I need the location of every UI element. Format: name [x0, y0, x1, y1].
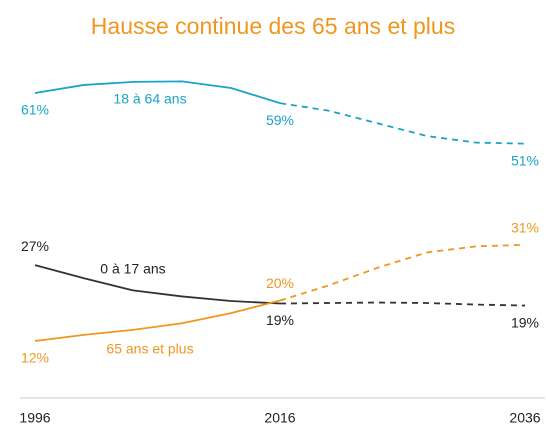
data-label: 31%	[511, 220, 539, 236]
x-tick-label: 1996	[19, 410, 50, 426]
series-label: 65 ans et plus	[106, 341, 193, 357]
data-label: 27%	[21, 238, 49, 254]
data-label: 59%	[266, 112, 294, 128]
line-projection	[279, 243, 526, 302]
data-label: 61%	[21, 102, 49, 118]
data-label: 19%	[266, 312, 294, 328]
series-label: 18 à 64 ans	[113, 91, 186, 107]
data-label: 51%	[511, 152, 539, 168]
x-tick-label: 2016	[264, 410, 295, 426]
line-projection	[279, 102, 526, 145]
chart-title: Hausse continue des 65 ans et plus	[91, 13, 455, 39]
x-tick-label: 2036	[509, 410, 540, 426]
line-historical	[34, 299, 281, 342]
data-label: 12%	[21, 350, 49, 366]
series-label: 0 à 17 ans	[100, 261, 165, 277]
line-historical	[34, 80, 281, 105]
line-projection	[279, 301, 526, 307]
data-label: 20%	[266, 275, 294, 291]
data-label: 19%	[511, 314, 539, 330]
line-historical	[34, 264, 281, 305]
